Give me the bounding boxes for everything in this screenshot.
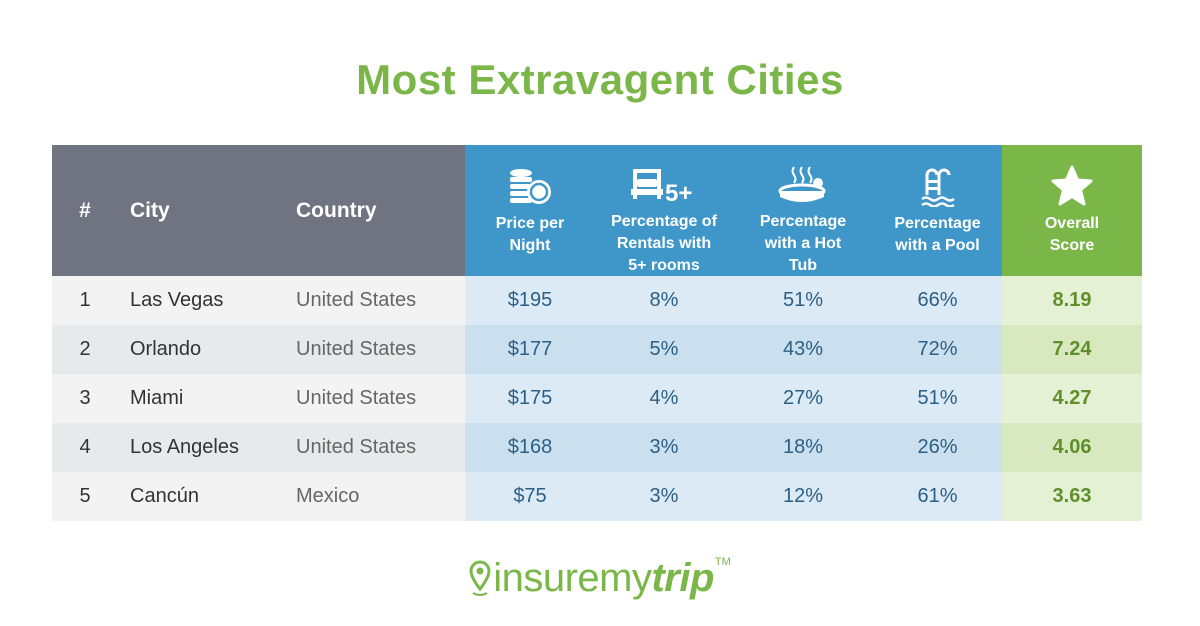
pool-cell: 66% bbox=[873, 276, 1002, 325]
rooms-cell: 4% bbox=[595, 374, 733, 423]
logo-part-insuremy: insuremy bbox=[493, 555, 652, 600]
rooms-cell: 5% bbox=[595, 325, 733, 374]
pool-cell: 61% bbox=[873, 472, 1002, 521]
header-city: City bbox=[112, 145, 279, 276]
coins-icon bbox=[507, 165, 553, 207]
star-icon bbox=[1050, 165, 1094, 207]
logo-part-trip: trip bbox=[651, 555, 714, 600]
country-cell: United States bbox=[279, 374, 465, 423]
rank-cell: 2 bbox=[52, 325, 112, 374]
tub-cell: 43% bbox=[733, 325, 873, 374]
header-price-label: Price per Night bbox=[495, 215, 565, 254]
header-rank: # bbox=[52, 145, 112, 276]
header-price: Price per Night bbox=[465, 145, 595, 276]
header-rooms-label: Percentage of Rentals with 5+ rooms bbox=[611, 213, 717, 274]
rank-cell: 5 bbox=[52, 472, 112, 521]
header-score-label: Overall Score bbox=[1044, 215, 1100, 254]
location-pin-icon bbox=[469, 560, 491, 596]
bed-5plus-icon: 5+ bbox=[631, 165, 697, 205]
country-cell: United States bbox=[279, 423, 465, 472]
header-tub: Percentage with a Hot Tub bbox=[733, 145, 873, 276]
tub-cell: 27% bbox=[733, 374, 873, 423]
header-rooms: 5+ Percentage of Rentals with 5+ rooms bbox=[595, 145, 733, 276]
pool-cell: 51% bbox=[873, 374, 1002, 423]
rank-cell: 4 bbox=[52, 423, 112, 472]
score-cell: 4.27 bbox=[1002, 374, 1142, 423]
rooms-cell: 3% bbox=[595, 472, 733, 521]
table-header: # City Country Price per Night bbox=[52, 145, 1170, 276]
header-pool-label: Percentage with a Pool bbox=[894, 215, 981, 254]
country-cell: Mexico bbox=[279, 472, 465, 521]
city-cell: Las Vegas bbox=[112, 276, 279, 325]
table-row: 1 Las Vegas United States $195 8% 51% 66… bbox=[52, 276, 1170, 325]
pool-cell: 26% bbox=[873, 423, 1002, 472]
page-title: Most Extravagent Cities bbox=[356, 56, 844, 103]
brand-logo: insuremytrip TM bbox=[0, 548, 1200, 608]
score-cell: 3.63 bbox=[1002, 472, 1142, 521]
city-cell: Orlando bbox=[112, 325, 279, 374]
header-score: Overall Score bbox=[1002, 145, 1142, 276]
rooms-cell: 3% bbox=[595, 423, 733, 472]
score-cell: 7.24 bbox=[1002, 325, 1142, 374]
price-cell: $195 bbox=[465, 276, 595, 325]
pool-cell: 72% bbox=[873, 325, 1002, 374]
rank-cell: 1 bbox=[52, 276, 112, 325]
price-cell: $175 bbox=[465, 374, 595, 423]
price-cell: $75 bbox=[465, 472, 595, 521]
score-cell: 4.06 bbox=[1002, 423, 1142, 472]
ranking-table: # City Country Price per Night bbox=[52, 145, 1170, 521]
price-cell: $168 bbox=[465, 423, 595, 472]
table-row: 3 Miami United States $175 4% 27% 51% 4.… bbox=[52, 374, 1170, 423]
table-row: 2 Orlando United States $177 5% 43% 72% … bbox=[52, 325, 1170, 374]
header-pool: Percentage with a Pool bbox=[873, 145, 1002, 276]
header-country: Country bbox=[279, 145, 465, 276]
city-cell: Cancún bbox=[112, 472, 279, 521]
logo-trademark: TM bbox=[714, 556, 731, 568]
table-row: 4 Los Angeles United States $168 3% 18% … bbox=[52, 423, 1170, 472]
country-cell: United States bbox=[279, 276, 465, 325]
rooms-cell: 8% bbox=[595, 276, 733, 325]
city-cell: Los Angeles bbox=[112, 423, 279, 472]
price-cell: $177 bbox=[465, 325, 595, 374]
hot-tub-icon bbox=[778, 165, 828, 205]
tub-cell: 12% bbox=[733, 472, 873, 521]
pool-ladder-icon bbox=[920, 165, 955, 207]
tub-cell: 18% bbox=[733, 423, 873, 472]
table-row: 5 Cancún Mexico $75 3% 12% 61% 3.63 bbox=[52, 472, 1170, 521]
logo-wordmark: insuremytrip bbox=[493, 556, 714, 601]
score-cell: 8.19 bbox=[1002, 276, 1142, 325]
country-cell: United States bbox=[279, 325, 465, 374]
rank-cell: 3 bbox=[52, 374, 112, 423]
tub-cell: 51% bbox=[733, 276, 873, 325]
svg-text:5+: 5+ bbox=[665, 180, 692, 205]
city-cell: Miami bbox=[112, 374, 279, 423]
header-tub-label: Percentage with a Hot Tub bbox=[759, 213, 847, 274]
